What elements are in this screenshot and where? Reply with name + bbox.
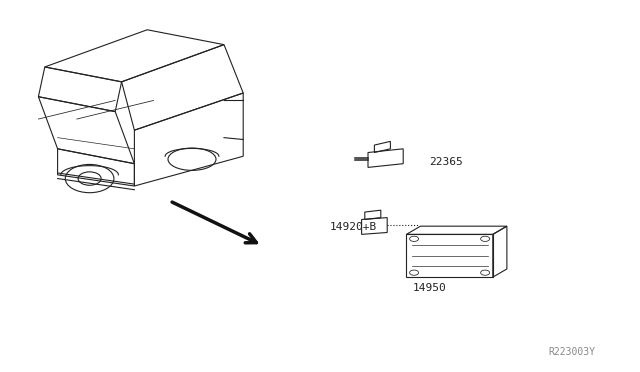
Text: 22365: 22365 xyxy=(429,157,463,167)
Text: 14920+B: 14920+B xyxy=(330,222,377,232)
Text: 14950: 14950 xyxy=(413,283,447,293)
Text: R223003Y: R223003Y xyxy=(548,347,595,357)
